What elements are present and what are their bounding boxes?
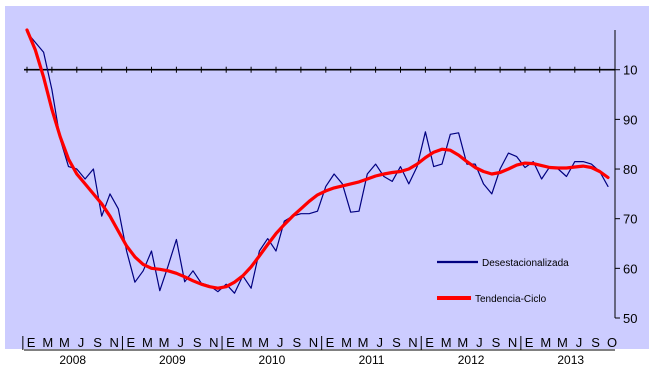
month-label: M — [557, 335, 568, 350]
month-label: M — [159, 335, 170, 350]
reference-line — [24, 66, 615, 73]
month-label: S — [492, 335, 501, 350]
month-label: E — [525, 335, 534, 350]
month-label: S — [193, 335, 202, 350]
x-axis — [22, 336, 615, 351]
month-label: S — [93, 335, 102, 350]
series-line-desestacionalizada — [26, 31, 609, 294]
year-label: 2011 — [359, 353, 385, 367]
month-label: N — [408, 335, 417, 350]
month-label: M — [242, 335, 253, 350]
series-line-tendencia-ciclo — [25, 28, 610, 290]
month-label: M — [341, 335, 352, 350]
month-label: S — [392, 335, 401, 350]
month-label: M — [540, 335, 551, 350]
legend-label: Desestacionalizada — [482, 258, 569, 269]
month-label: M — [358, 335, 369, 350]
year-labels: 2008 2009 2010 2011 2012 2013 — [59, 353, 584, 367]
y-tick-label: 90 — [623, 112, 637, 127]
month-label: S — [292, 335, 301, 350]
month-label: J — [576, 335, 583, 350]
month-label: N — [209, 335, 218, 350]
month-label: E — [27, 335, 36, 350]
month-label: M — [457, 335, 468, 350]
month-label: E — [425, 335, 434, 350]
month-label: S — [591, 335, 600, 350]
series-lines — [25, 28, 610, 294]
month-label: N — [508, 335, 517, 350]
year-label: 2008 — [59, 353, 86, 367]
month-label: E — [226, 335, 235, 350]
month-label: J — [277, 335, 284, 350]
month-label: J — [177, 335, 184, 350]
plot-area — [5, 6, 649, 349]
y-tick-label: 80 — [623, 162, 637, 177]
month-label: J — [78, 335, 85, 350]
month-label: M — [142, 335, 153, 350]
month-label: J — [377, 335, 384, 350]
legend: Desestacionalizada Tendencia-Ciclo — [437, 258, 569, 305]
year-label: 2013 — [557, 353, 584, 367]
month-label: N — [110, 335, 119, 350]
month-label: E — [326, 335, 335, 350]
month-label: J — [476, 335, 483, 350]
year-label: 2010 — [259, 353, 286, 367]
month-label: M — [42, 335, 53, 350]
month-label: O — [607, 335, 617, 350]
y-tick-label: 10 — [623, 63, 637, 78]
year-label: 2009 — [159, 353, 186, 367]
y-tick-label: 60 — [623, 261, 637, 276]
month-label: M — [258, 335, 269, 350]
month-label: M — [441, 335, 452, 350]
month-label: N — [309, 335, 318, 350]
y-tick-label: 50 — [623, 311, 637, 326]
month-label: E — [126, 335, 135, 350]
month-label: M — [59, 335, 70, 350]
year-label: 2012 — [458, 353, 485, 367]
legend-label: Tendencia-Ciclo — [475, 294, 547, 305]
y-axis: 50 60 70 80 90 10 — [614, 30, 637, 326]
y-tick-label: 70 — [623, 212, 637, 227]
